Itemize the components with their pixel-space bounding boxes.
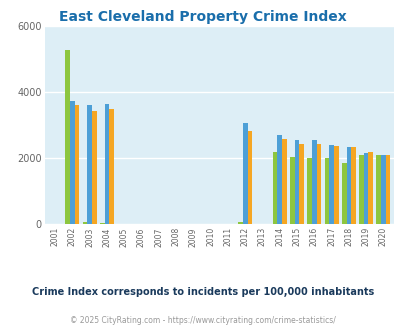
Bar xyxy=(238,222,242,224)
Bar xyxy=(328,145,333,224)
Bar xyxy=(277,135,281,224)
Bar xyxy=(380,155,385,224)
Bar xyxy=(350,147,355,224)
Bar xyxy=(242,123,247,224)
Bar xyxy=(100,222,104,224)
Bar xyxy=(82,222,87,224)
Bar xyxy=(368,152,372,224)
Bar xyxy=(272,152,277,224)
Text: © 2025 CityRating.com - https://www.cityrating.com/crime-statistics/: © 2025 CityRating.com - https://www.city… xyxy=(70,315,335,325)
Bar xyxy=(281,139,286,224)
Bar xyxy=(333,146,338,224)
Bar xyxy=(316,144,320,224)
Bar xyxy=(385,155,390,224)
Bar xyxy=(109,109,114,224)
Bar xyxy=(65,50,70,224)
Bar xyxy=(346,147,350,224)
Bar xyxy=(341,163,346,224)
Bar xyxy=(289,157,294,224)
Bar xyxy=(92,111,96,224)
Bar xyxy=(375,155,380,224)
Bar xyxy=(311,140,316,224)
Bar xyxy=(298,144,303,224)
Bar xyxy=(104,104,109,224)
Bar xyxy=(87,105,92,224)
Bar xyxy=(324,158,328,224)
Bar xyxy=(307,158,311,224)
Bar xyxy=(294,140,298,224)
Bar xyxy=(247,131,252,224)
Text: Crime Index corresponds to incidents per 100,000 inhabitants: Crime Index corresponds to incidents per… xyxy=(32,287,373,297)
Bar xyxy=(75,105,79,224)
Bar xyxy=(70,101,75,224)
Bar xyxy=(358,155,363,224)
Text: East Cleveland Property Crime Index: East Cleveland Property Crime Index xyxy=(59,10,346,24)
Bar xyxy=(363,152,368,224)
